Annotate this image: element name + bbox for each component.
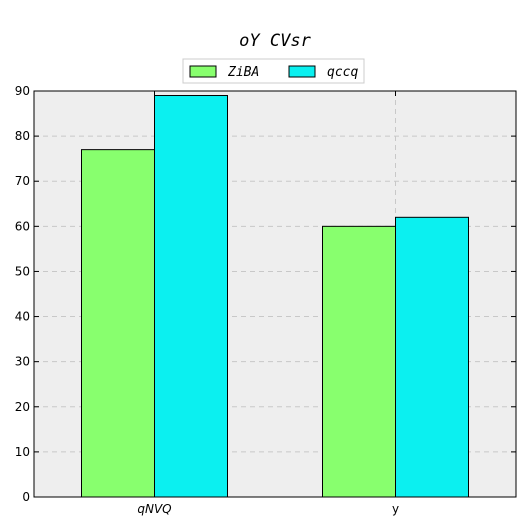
- y-tick-label: 80: [15, 129, 30, 143]
- bar-qccq-qnvq: [154, 95, 228, 498]
- x-tick-label: qNVQ: [137, 502, 171, 516]
- y-tick-label: 40: [15, 310, 30, 324]
- bar-ziba-y: [322, 225, 396, 498]
- y-tick-label: 50: [15, 264, 30, 278]
- chart-title: oY CVsr: [239, 31, 311, 51]
- legend: ZiBA qccq: [182, 58, 365, 84]
- y-tick-label: 90: [15, 84, 30, 98]
- y-tick-label: 10: [15, 445, 30, 459]
- x-axis: qNVQ y: [137, 91, 399, 516]
- legend-swatch-qccq: [288, 65, 316, 78]
- y-tick-label: 30: [15, 355, 30, 369]
- legend-label-qccq: qccq: [327, 65, 358, 80]
- y-axis: 0 10 20 30 40 50 60 70 80 90: [15, 84, 516, 504]
- y-tick-label: 70: [15, 174, 30, 188]
- legend-swatch-ziba: [189, 65, 217, 78]
- bar-qccq-y: [395, 216, 469, 498]
- x-tick-label: y: [392, 502, 399, 516]
- plot-frame: [33, 90, 517, 498]
- bar-ziba-qnvq: [81, 149, 155, 498]
- bars: [81, 95, 469, 498]
- y-tick-label: 60: [15, 219, 30, 233]
- legend-label-ziba: ZiBA: [227, 65, 259, 80]
- y-tick-label: 20: [15, 400, 30, 414]
- y-tick-label: 0: [22, 490, 30, 504]
